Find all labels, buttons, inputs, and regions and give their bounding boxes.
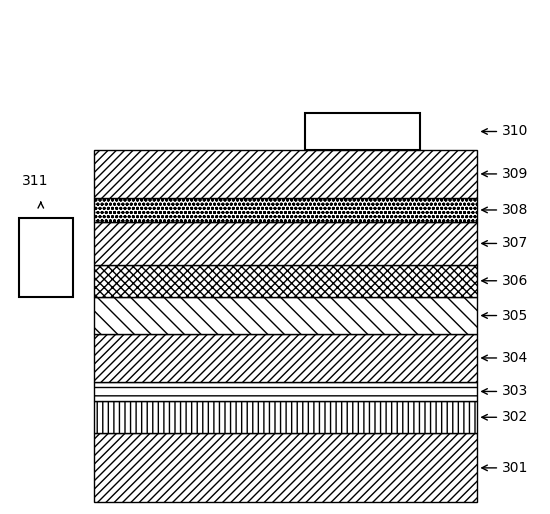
Bar [19,217,73,297]
Text: 301: 301 [482,461,529,475]
Text: 307: 307 [482,236,529,250]
Text: 310: 310 [482,124,529,138]
Bar [305,113,420,150]
Text: 305: 305 [482,308,529,322]
Text: 306: 306 [482,274,529,288]
Text: 302: 302 [482,410,529,424]
Bar [95,265,477,297]
Bar [95,297,477,334]
Bar [95,150,477,198]
Text: 311: 311 [22,174,49,188]
Text: 303: 303 [482,384,529,398]
Bar [95,198,477,222]
Text: 308: 308 [482,203,529,217]
Bar [95,222,477,265]
Bar [95,382,477,401]
Text: 309: 309 [482,167,529,181]
Text: 304: 304 [482,351,529,365]
Bar [95,433,477,502]
Bar [95,401,477,433]
Bar [95,334,477,382]
